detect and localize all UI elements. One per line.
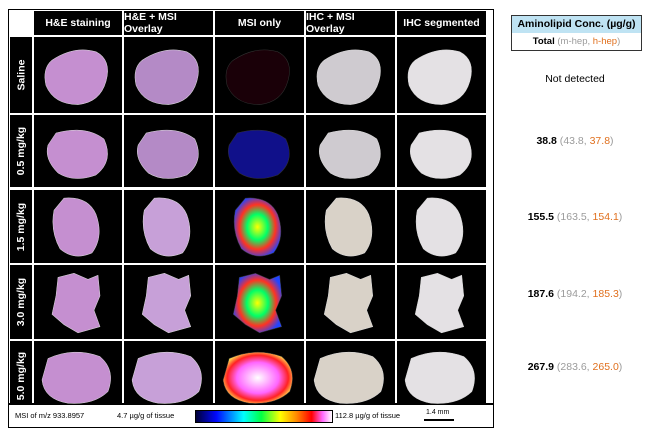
tissue-image-ihc-seg-row2 — [397, 190, 486, 263]
tissue-image-he-msi-row3 — [124, 265, 213, 339]
tissue-image-he-row1 — [34, 115, 122, 187]
tissue-image-ihc-seg-row3 — [397, 265, 486, 339]
value-5-0: 267.9 (283.6, 265.0) — [527, 361, 623, 373]
row-label-3-0: 3.0 mg/kg — [10, 265, 32, 339]
tissue-image-msi-row0 — [215, 37, 304, 113]
tissue-image-ihc-seg-row0 — [397, 37, 486, 113]
row-label-1-5: 1.5 mg/kg — [10, 190, 32, 263]
value-saline: Not detected — [545, 73, 605, 85]
conc-header-title: Aminolipid Conc. (µg/g) — [512, 16, 641, 33]
value-0-5: 38.8 (43.8, 37.8) — [536, 135, 614, 147]
tissue-image-he-row3 — [34, 265, 122, 339]
tissue-image-he-row2 — [34, 190, 122, 263]
tissue-image-he-row0 — [34, 37, 122, 113]
tissue-image-msi-row2 — [215, 190, 304, 263]
value-3-0: 187.6 (194.2, 185.3) — [527, 288, 623, 300]
tissue-image-ihc-msi-row4 — [306, 341, 395, 411]
row-label-5-0: 5.0 mg/kg — [10, 341, 32, 411]
tissue-image-ihc-seg-row4 — [397, 341, 486, 411]
tissue-image-msi-row3 — [215, 265, 304, 339]
msi-label: MSI of m/z 933.8957 — [15, 411, 85, 420]
colorbar-legend: MSI of m/z 933.8957 4.7 µg/g of tissue 1… — [8, 404, 494, 428]
tissue-image-he-msi-row1 — [124, 115, 213, 187]
figure-panel: H&E staining H&E + MSI Overlay MSI only … — [8, 9, 494, 411]
col-header-he: H&E staining — [34, 11, 122, 35]
col-header-he-msi: H&E + MSI Overlay — [124, 11, 213, 35]
tissue-image-he-msi-row4 — [124, 341, 213, 411]
tissue-image-ihc-msi-row3 — [306, 265, 395, 339]
tissue-image-he-msi-row2 — [124, 190, 213, 263]
tissue-image-ihc-msi-row1 — [306, 115, 395, 187]
tissue-image-ihc-seg-row1 — [397, 115, 486, 187]
value-1-5: 155.5 (163.5, 154.1) — [527, 211, 623, 223]
conc-header-sub: Total (m-hep, h-hep) — [532, 36, 621, 47]
tissue-image-he-row4 — [34, 341, 122, 411]
colorbar — [195, 410, 333, 423]
tissue-image-ihc-msi-row0 — [306, 37, 395, 113]
min-label: 4.7 µg/g of tissue — [117, 411, 175, 420]
tissue-image-ihc-msi-row2 — [306, 190, 395, 263]
col-header-msi: MSI only — [215, 11, 304, 35]
col-header-ihc-seg: IHC segmented — [397, 11, 486, 35]
tissue-image-msi-row4 — [215, 341, 304, 411]
row-label-saline: Saline — [10, 37, 32, 113]
conc-table-header: Aminolipid Conc. (µg/g) Total (m-hep, h-… — [511, 15, 642, 51]
tissue-image-msi-row1 — [215, 115, 304, 187]
row-label-0-5: 0.5 mg/kg — [10, 115, 32, 187]
tissue-image-he-msi-row0 — [124, 37, 213, 113]
max-label: 112.8 µg/g of tissue — [335, 411, 401, 420]
col-header-ihc-msi: IHC + MSI Overlay — [306, 11, 395, 35]
